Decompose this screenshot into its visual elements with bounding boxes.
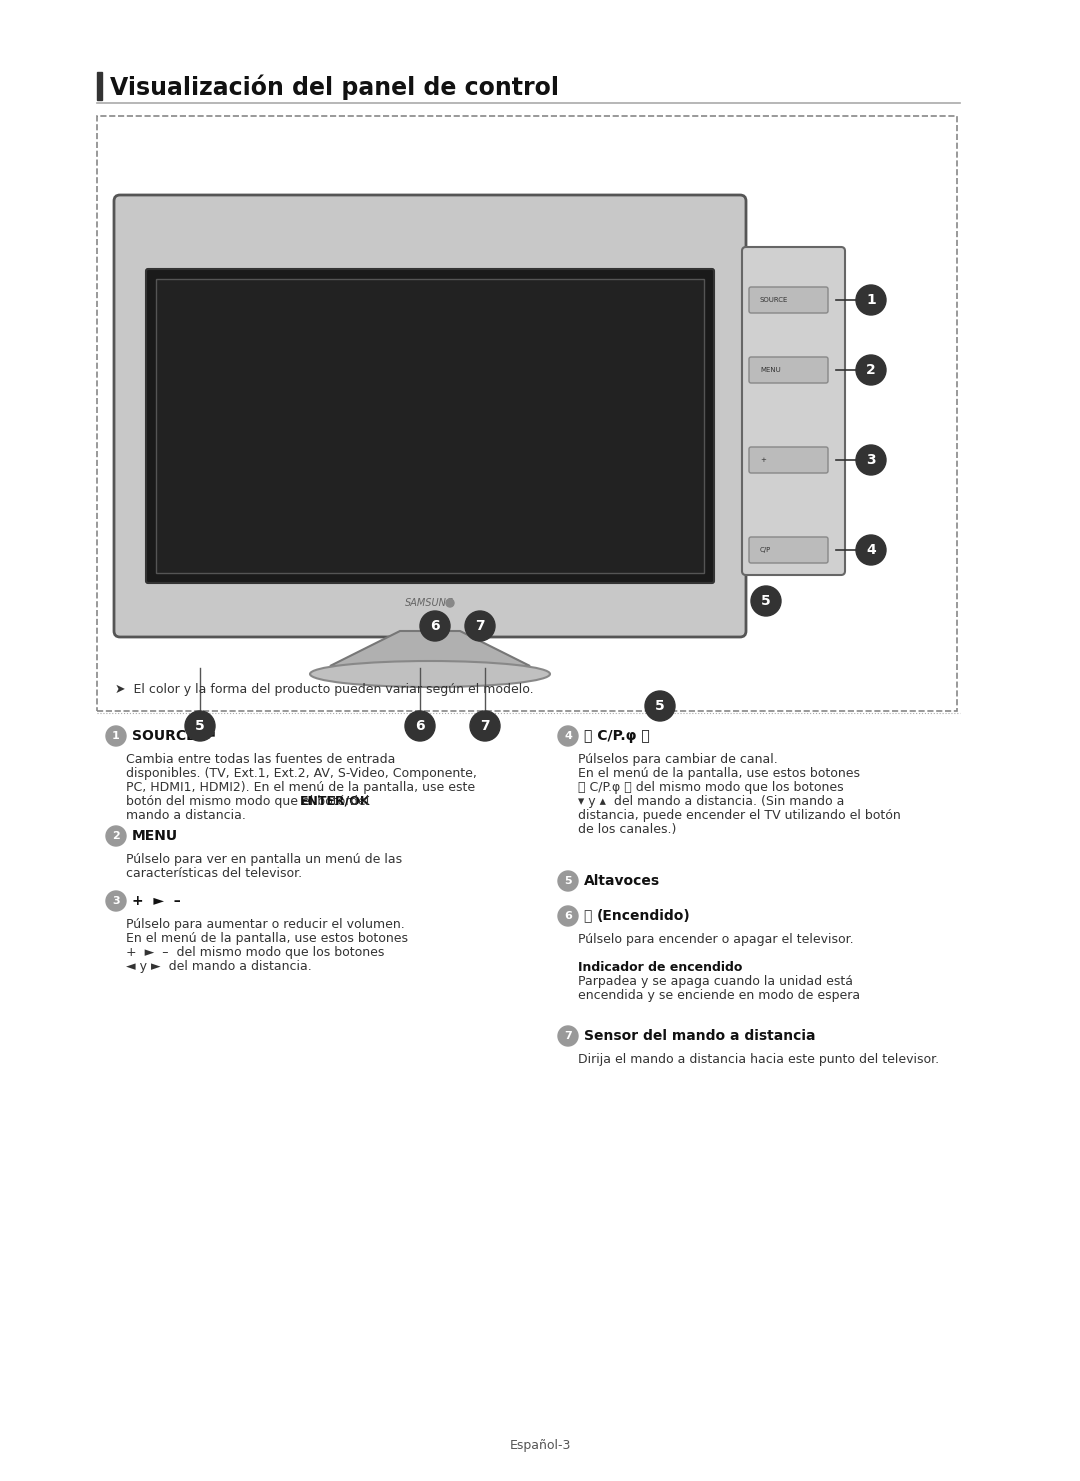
Text: 3: 3 <box>866 453 876 467</box>
Circle shape <box>558 906 578 926</box>
Circle shape <box>856 535 886 564</box>
Text: 5: 5 <box>195 718 205 733</box>
Text: MENU: MENU <box>760 367 781 373</box>
Text: del: del <box>346 795 369 809</box>
Circle shape <box>856 355 886 385</box>
FancyBboxPatch shape <box>750 538 828 563</box>
Text: ENTER/OK: ENTER/OK <box>299 795 369 809</box>
Text: Dirija el mando a distancia hacia este punto del televisor.: Dirija el mando a distancia hacia este p… <box>578 1053 940 1066</box>
Text: +  ►  –  del mismo modo que los botones: + ► – del mismo modo que los botones <box>126 946 384 960</box>
Circle shape <box>405 711 435 740</box>
Text: 2: 2 <box>112 831 120 841</box>
Text: 7: 7 <box>564 1031 572 1041</box>
Text: Púlselos para cambiar de canal.: Púlselos para cambiar de canal. <box>578 752 778 766</box>
FancyBboxPatch shape <box>742 247 845 575</box>
Text: 7: 7 <box>481 718 490 733</box>
Text: botón del mismo modo que el botón: botón del mismo modo que el botón <box>126 795 357 809</box>
Text: 5: 5 <box>656 699 665 712</box>
Text: disponibles. (TV, Ext.1, Ext.2, AV, S-Video, Componente,: disponibles. (TV, Ext.1, Ext.2, AV, S-Vi… <box>126 767 477 780</box>
Bar <box>97 73 102 101</box>
Text: Cambia entre todas las fuentes de entrada: Cambia entre todas las fuentes de entrad… <box>126 752 395 766</box>
Text: encendida y se enciende en modo de espera: encendida y se enciende en modo de esper… <box>578 989 860 1003</box>
Text: Sensor del mando a distancia: Sensor del mando a distancia <box>584 1029 815 1043</box>
Text: SAMSUNG: SAMSUNG <box>405 598 455 609</box>
Text: 7: 7 <box>475 619 485 632</box>
Circle shape <box>856 444 886 475</box>
FancyBboxPatch shape <box>97 116 957 711</box>
Circle shape <box>558 871 578 892</box>
Text: ▾ y ▴  del mando a distancia. (Sin mando a: ▾ y ▴ del mando a distancia. (Sin mando … <box>578 795 845 809</box>
Text: 6: 6 <box>564 911 572 921</box>
Circle shape <box>645 692 675 721</box>
Circle shape <box>558 726 578 746</box>
Text: SOURCE: SOURCE <box>760 298 788 304</box>
Circle shape <box>106 726 126 746</box>
Text: 5: 5 <box>564 875 571 886</box>
FancyBboxPatch shape <box>146 270 714 584</box>
Text: Parpadea y se apaga cuando la unidad está: Parpadea y se apaga cuando la unidad est… <box>578 974 853 988</box>
Text: SOURCE  ↵: SOURCE ↵ <box>132 729 217 743</box>
Text: Altavoces: Altavoces <box>584 874 660 889</box>
Text: características del televisor.: características del televisor. <box>126 866 302 880</box>
Text: Visualización del panel de control: Visualización del panel de control <box>110 74 559 99</box>
Circle shape <box>420 612 450 641</box>
Text: mando a distancia.: mando a distancia. <box>126 809 246 822</box>
Text: 1: 1 <box>112 732 120 740</box>
Circle shape <box>558 1026 578 1046</box>
Text: distancia, puede encender el TV utilizando el botón: distancia, puede encender el TV utilizan… <box>578 809 901 822</box>
Circle shape <box>106 826 126 846</box>
Text: 〈 C/P.φ 〉: 〈 C/P.φ 〉 <box>584 729 650 743</box>
Circle shape <box>446 598 454 607</box>
Text: Español-3: Español-3 <box>510 1440 570 1453</box>
Circle shape <box>470 711 500 740</box>
Text: MENU: MENU <box>132 829 178 843</box>
Text: 1: 1 <box>866 293 876 307</box>
Text: ◄ y ►  del mando a distancia.: ◄ y ► del mando a distancia. <box>126 960 312 973</box>
FancyBboxPatch shape <box>750 447 828 472</box>
FancyBboxPatch shape <box>750 357 828 384</box>
Text: Púlselo para encender o apagar el televisor.: Púlselo para encender o apagar el televi… <box>578 933 853 946</box>
Text: C/P: C/P <box>760 546 771 552</box>
Text: 4: 4 <box>866 544 876 557</box>
Text: En el menú de la pantalla, use estos botones: En el menú de la pantalla, use estos bot… <box>126 932 408 945</box>
Text: +  ►  –: + ► – <box>132 895 180 908</box>
Circle shape <box>185 711 215 740</box>
Text: 〈 C/P.φ 〉 del mismo modo que los botones: 〈 C/P.φ 〉 del mismo modo que los botones <box>578 780 843 794</box>
FancyBboxPatch shape <box>156 278 704 573</box>
Text: 3: 3 <box>112 896 120 906</box>
Circle shape <box>856 284 886 315</box>
Text: 4: 4 <box>564 732 572 740</box>
Text: (Encendido): (Encendido) <box>597 909 691 923</box>
FancyBboxPatch shape <box>750 287 828 312</box>
Circle shape <box>106 892 126 911</box>
Ellipse shape <box>310 661 550 687</box>
Polygon shape <box>330 631 530 666</box>
Text: 2: 2 <box>866 363 876 378</box>
Text: 6: 6 <box>415 718 424 733</box>
Text: 5: 5 <box>761 594 771 609</box>
Text: Púlselo para aumentar o reducir el volumen.: Púlselo para aumentar o reducir el volum… <box>126 918 405 932</box>
Text: ➤  El color y la forma del producto pueden variar según el modelo.: ➤ El color y la forma del producto puede… <box>114 683 534 696</box>
Text: de los canales.): de los canales.) <box>578 823 676 835</box>
Text: Indicador de encendido: Indicador de encendido <box>578 961 742 974</box>
Circle shape <box>751 586 781 616</box>
Circle shape <box>465 612 495 641</box>
FancyBboxPatch shape <box>114 195 746 637</box>
Text: En el menú de la pantalla, use estos botones: En el menú de la pantalla, use estos bot… <box>578 767 860 780</box>
Text: Púlselo para ver en pantalla un menú de las: Púlselo para ver en pantalla un menú de … <box>126 853 402 866</box>
Text: ⏻: ⏻ <box>584 909 597 923</box>
Text: PC, HDMI1, HDMI2). En el menú de la pantalla, use este: PC, HDMI1, HDMI2). En el menú de la pant… <box>126 780 475 794</box>
Text: 6: 6 <box>430 619 440 632</box>
Text: +: + <box>760 458 766 464</box>
